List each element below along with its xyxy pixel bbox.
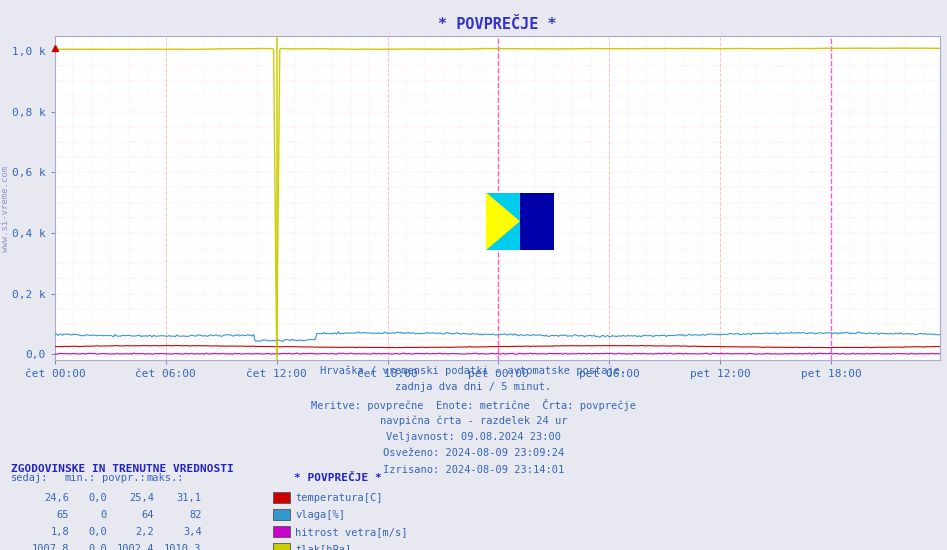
- Text: 0: 0: [100, 509, 107, 520]
- Text: 1007,8: 1007,8: [31, 543, 69, 550]
- Text: 2,2: 2,2: [135, 526, 154, 537]
- Text: 1002,4: 1002,4: [116, 543, 154, 550]
- Polygon shape: [520, 192, 554, 250]
- Text: Hrvaška / vremenski podatki - avtomatske postaje.: Hrvaška / vremenski podatki - avtomatske…: [320, 366, 627, 376]
- Text: 0,0: 0,0: [88, 492, 107, 503]
- Text: sedaj:: sedaj:: [11, 473, 49, 483]
- Text: 82: 82: [189, 509, 202, 520]
- Text: vlaga[%]: vlaga[%]: [295, 510, 346, 520]
- Text: 1010,3: 1010,3: [164, 543, 202, 550]
- Polygon shape: [486, 192, 520, 221]
- Text: 24,6: 24,6: [45, 492, 69, 503]
- Text: 3,4: 3,4: [183, 526, 202, 537]
- Text: tlak[hPa]: tlak[hPa]: [295, 544, 351, 550]
- Text: Osveženo: 2024-08-09 23:09:24: Osveženo: 2024-08-09 23:09:24: [383, 448, 564, 458]
- Text: 0,0: 0,0: [88, 543, 107, 550]
- Text: Meritve: povprečne  Enote: metrične  Črta: povprečje: Meritve: povprečne Enote: metrične Črta:…: [311, 399, 636, 411]
- Title: * POVPREČJE *: * POVPREČJE *: [438, 17, 557, 32]
- Text: 0,0: 0,0: [88, 526, 107, 537]
- Text: 31,1: 31,1: [177, 492, 202, 503]
- Text: navpična črta - razdelek 24 ur: navpična črta - razdelek 24 ur: [380, 415, 567, 426]
- Text: 25,4: 25,4: [130, 492, 154, 503]
- Text: min.:: min.:: [64, 473, 96, 483]
- Text: maks.:: maks.:: [147, 473, 185, 483]
- Text: zadnja dva dni / 5 minut.: zadnja dva dni / 5 minut.: [396, 382, 551, 392]
- Text: * POVPREČJE *: * POVPREČJE *: [294, 473, 382, 483]
- Text: ZGODOVINSKE IN TRENUTNE VREDNOSTI: ZGODOVINSKE IN TRENUTNE VREDNOSTI: [11, 464, 234, 474]
- Text: Izrisano: 2024-08-09 23:14:01: Izrisano: 2024-08-09 23:14:01: [383, 465, 564, 475]
- Polygon shape: [486, 221, 520, 250]
- Text: temperatura[C]: temperatura[C]: [295, 493, 383, 503]
- Text: Veljavnost: 09.08.2024 23:00: Veljavnost: 09.08.2024 23:00: [386, 432, 561, 442]
- Text: 65: 65: [57, 509, 69, 520]
- Text: povpr.:: povpr.:: [102, 473, 146, 483]
- Polygon shape: [486, 192, 520, 250]
- Text: www.si-vreme.com: www.si-vreme.com: [1, 166, 10, 252]
- Text: hitrost vetra[m/s]: hitrost vetra[m/s]: [295, 527, 408, 537]
- Text: 64: 64: [142, 509, 154, 520]
- Text: 1,8: 1,8: [50, 526, 69, 537]
- Polygon shape: [486, 192, 520, 221]
